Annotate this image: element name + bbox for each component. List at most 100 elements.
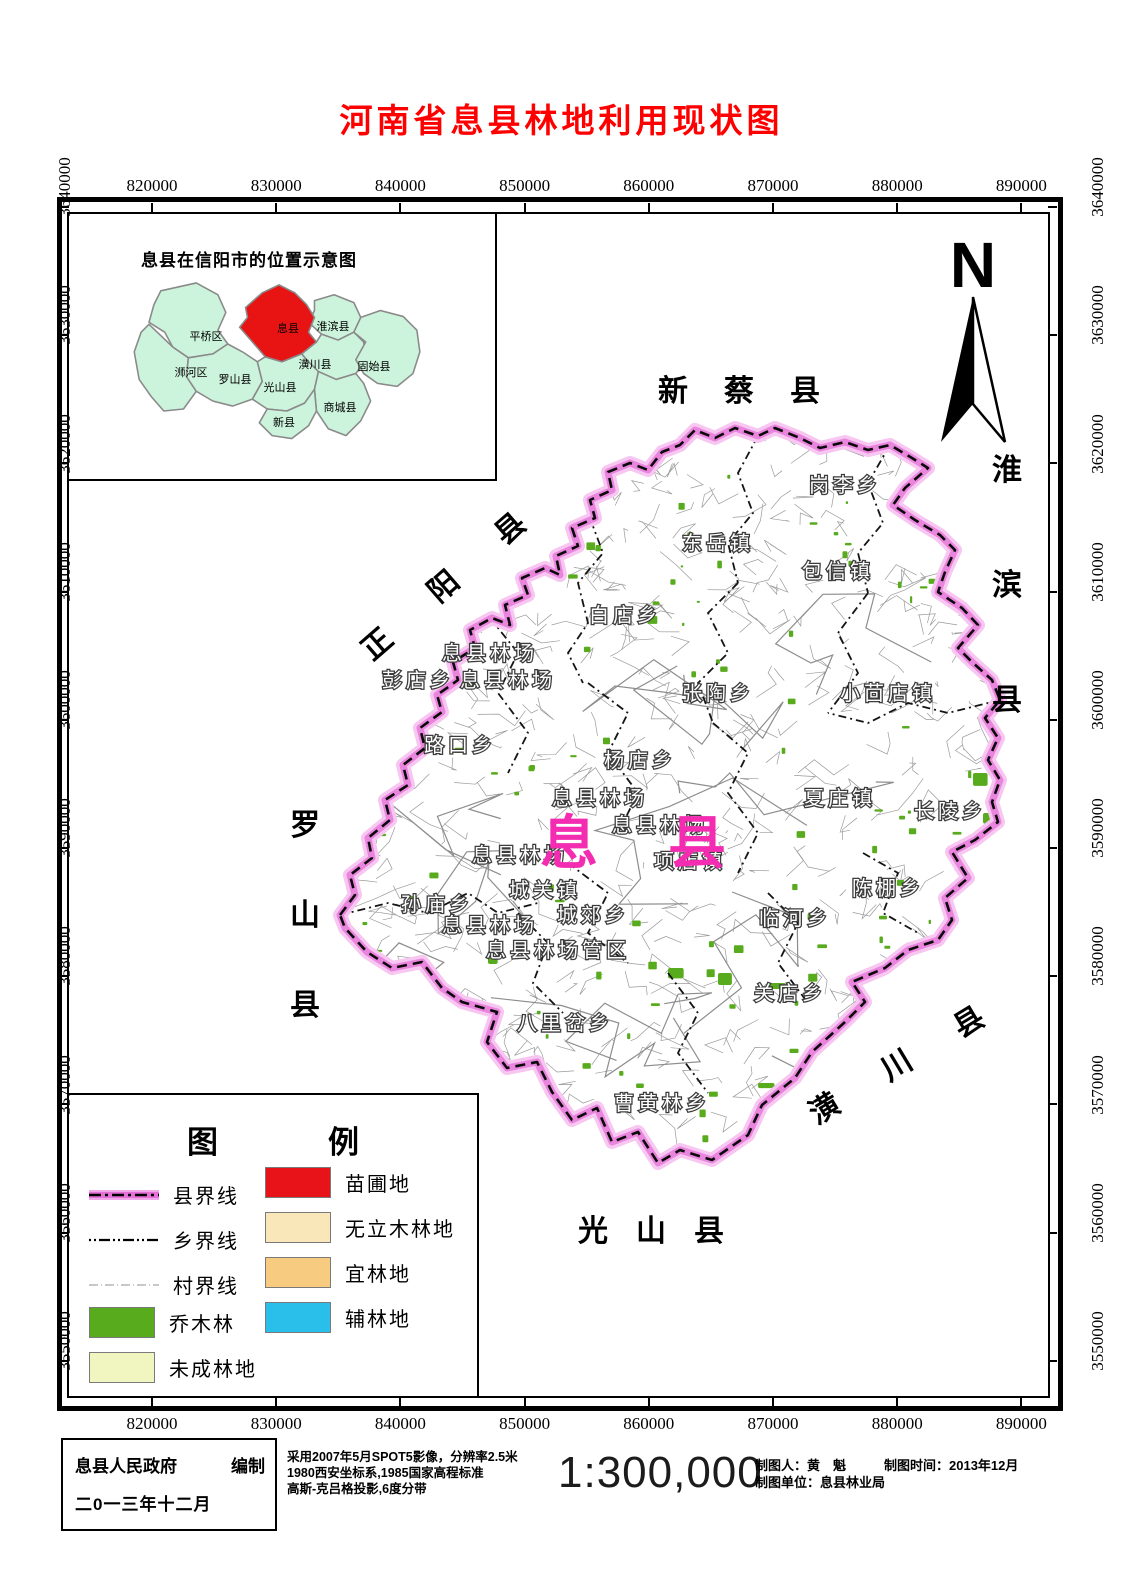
axis-coordinate-label: 3560000 — [1087, 1183, 1107, 1243]
inset-label: 平桥区 — [189, 331, 223, 343]
axis-coordinate-label: 3640000 — [1087, 157, 1107, 218]
township-label: 张陶乡 — [682, 682, 754, 705]
axis-tick — [1048, 462, 1057, 465]
axis-tick — [275, 1396, 278, 1406]
axis-tick — [60, 975, 69, 978]
axis-coordinate-label: 830000 — [250, 1414, 302, 1433]
axis-coordinate-label: 840000 — [374, 176, 426, 195]
legend-item-label: 乔木林 — [169, 1314, 235, 1336]
township-label: 岗李乡 — [809, 474, 881, 497]
legend-item-label: 村界线 — [173, 1276, 239, 1298]
axis-coordinate-label: 3640000 — [54, 157, 74, 218]
neighbor-county-label: 光山县 — [578, 1215, 752, 1248]
axis-tick — [60, 334, 69, 337]
credit-role: 编制 — [231, 1457, 265, 1476]
axis-tick — [1048, 1231, 1057, 1234]
legend-item-label: 宜林地 — [345, 1264, 411, 1286]
legend-row: 村界线 — [89, 1270, 239, 1299]
axis-coordinate-label: 3600000 — [1087, 670, 1107, 730]
axis-tick — [60, 1359, 69, 1362]
axis-coordinate-label: 890000 — [995, 1414, 1047, 1433]
axis-coordinate-label: 860000 — [623, 176, 675, 195]
axis-tick — [772, 1396, 774, 1406]
north-arrow-icon — [941, 297, 973, 442]
axis-tick — [1048, 1103, 1057, 1106]
axis-tick — [60, 1231, 69, 1234]
axis-coordinate-label: 880000 — [871, 1414, 923, 1433]
axis-tick — [1020, 1396, 1023, 1406]
axis-tick — [60, 206, 69, 208]
axis-coordinate-label: 890000 — [995, 176, 1047, 195]
credit-date: 二0一三年十二月 — [75, 1495, 212, 1514]
county-area — [340, 428, 1000, 1163]
township-label: 东岳镇 — [682, 532, 754, 555]
inset-label: 潢川县 — [298, 359, 332, 371]
township-label: 息县林场管区 — [486, 939, 630, 962]
axis-tick — [1048, 334, 1057, 337]
axis-tick — [1048, 1359, 1057, 1362]
auxiliary-swatch — [265, 1302, 331, 1333]
township-label: 息县林场 — [612, 814, 708, 837]
county-name-label: 息县 — [540, 811, 796, 876]
inset-county-shape — [353, 309, 421, 388]
axis-tick — [647, 1396, 650, 1406]
township-label: 包信镇 — [802, 560, 874, 583]
legend-item-label: 乡界线 — [173, 1231, 239, 1253]
suitable-swatch — [265, 1257, 331, 1288]
axis-tick — [399, 203, 402, 213]
neighbor-county-label: 罗山县 — [290, 809, 320, 1022]
axis-tick — [151, 1396, 153, 1406]
inset-label: 光山县 — [263, 382, 297, 394]
neighbor-county-label: 新蔡县 — [658, 375, 856, 408]
axis-coordinate-label: 880000 — [871, 176, 923, 195]
source-note-line: 采用2007年5月SPOT5影像，分辨率2.5米 — [287, 1450, 518, 1464]
maker-name: 制图人：黄 魁 — [755, 1458, 847, 1473]
source-note-line: 1980西安坐标系,1985国家高程标准 — [287, 1466, 484, 1480]
inset-label: 固始县 — [357, 361, 391, 373]
map-inner-frame — [67, 212, 1050, 1398]
inset-label: 商城县 — [323, 402, 357, 414]
township-label: 白店乡 — [589, 604, 661, 627]
township-label: 曹黄林乡 — [614, 1092, 710, 1115]
axis-coordinate-label: 3590000 — [54, 798, 74, 859]
axis-coordinate-label: 850000 — [499, 176, 551, 195]
page-title: 河南省息县林地利用现状图 — [339, 104, 784, 140]
axis-coordinate-label: 3580000 — [54, 926, 74, 987]
legend-box: 图例 县界线 乡界线 村界线 乔木林 未成林地 苗圃地 无立木林地 宜林地 辅林地 — [68, 1093, 479, 1397]
township-line-symbol — [89, 1238, 159, 1241]
maker-unit: 制图单位：息县林业局 — [755, 1475, 886, 1490]
township-label: 关店乡 — [754, 982, 826, 1005]
axis-coordinate-label: 860000 — [623, 1414, 675, 1433]
axis-tick — [60, 718, 69, 721]
township-label: 息县林场 — [442, 914, 538, 937]
township-label: 临河乡 — [759, 907, 831, 930]
axis-coordinate-label: 3570000 — [54, 1054, 74, 1115]
township-label: 路口乡 — [424, 734, 496, 757]
treeless-swatch — [265, 1212, 331, 1243]
axis-coordinate-label: 3610000 — [1087, 542, 1107, 602]
legend-title: 图例 — [187, 1125, 359, 1160]
village-line-symbol — [89, 1283, 159, 1286]
axis-coordinate-label: 830000 — [250, 176, 302, 195]
legend-row: 辅林地 — [265, 1302, 411, 1333]
county-line-symbol — [89, 1189, 159, 1200]
township-label: 长陵乡 — [914, 800, 986, 823]
axis-tick — [151, 203, 153, 213]
axis-tick — [1048, 590, 1057, 593]
axis-tick — [60, 847, 69, 849]
axis-coordinate-label: 3550000 — [54, 1311, 74, 1371]
axis-coordinate-label: 3580000 — [1087, 926, 1107, 987]
axis-tick — [523, 203, 526, 213]
axis-coordinate-label: 850000 — [499, 1414, 551, 1433]
inset-highlighted-county — [238, 284, 318, 363]
axis-coordinate-label: 840000 — [374, 1414, 426, 1433]
township-label: 陈棚乡 — [852, 877, 924, 900]
axis-tick — [523, 1396, 526, 1406]
map-scale: 1:300,000 — [558, 1448, 763, 1497]
township-label: 夏庄镇 — [804, 787, 876, 810]
axis-coordinate-label: 3570000 — [1087, 1054, 1107, 1115]
township-label: 孙庙乡 — [401, 893, 473, 916]
township-label: 息县林场 — [442, 642, 538, 665]
